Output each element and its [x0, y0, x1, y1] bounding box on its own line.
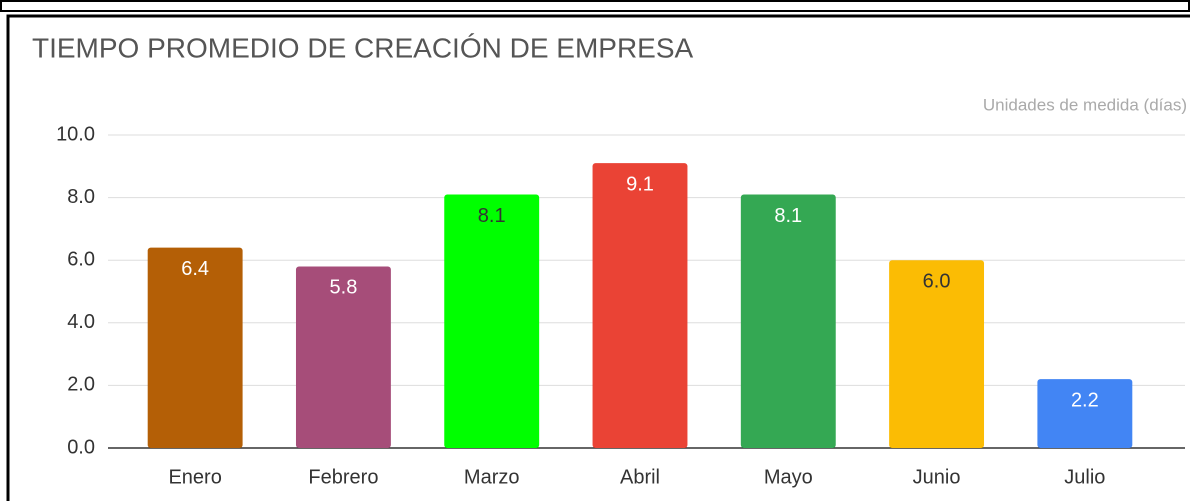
x-tick-label: Junio — [913, 466, 961, 488]
bar — [444, 194, 540, 448]
data-label: 6.0 — [923, 270, 951, 292]
data-label: 2.2 — [1071, 389, 1099, 411]
frame — [6, 14, 1190, 501]
y-tick-label: 0.0 — [67, 436, 95, 458]
x-tick-label: Abril — [620, 466, 660, 488]
bar — [592, 163, 688, 449]
frame-top — [0, 0, 1190, 12]
x-tick-label: Mayo — [764, 466, 813, 488]
y-tick-label: 10.0 — [56, 123, 95, 145]
x-tick-label: Enero — [168, 466, 221, 488]
y-tick-label: 6.0 — [67, 248, 95, 270]
data-label: 8.1 — [774, 205, 802, 227]
x-tick-label: Marzo — [464, 466, 520, 488]
data-label: 9.1 — [626, 173, 654, 195]
y-tick-label: 4.0 — [67, 311, 95, 333]
y-tick-label: 8.0 — [67, 186, 95, 208]
data-label: 6.4 — [181, 258, 209, 280]
bar — [147, 247, 243, 448]
bar — [740, 194, 836, 448]
data-label: 5.8 — [330, 277, 358, 299]
y-tick-label: 2.0 — [67, 374, 95, 396]
bar — [295, 266, 391, 448]
bar — [889, 260, 985, 448]
data-label: 8.1 — [478, 205, 506, 227]
chart-subtitle: Unidades de medida (días) — [983, 95, 1187, 114]
x-tick-label: Febrero — [308, 466, 378, 488]
chart-title: TIEMPO PROMEDIO DE CREACIÓN DE EMPRESA — [32, 32, 694, 63]
x-tick-label: Julio — [1064, 466, 1105, 488]
bar — [1037, 379, 1133, 448]
